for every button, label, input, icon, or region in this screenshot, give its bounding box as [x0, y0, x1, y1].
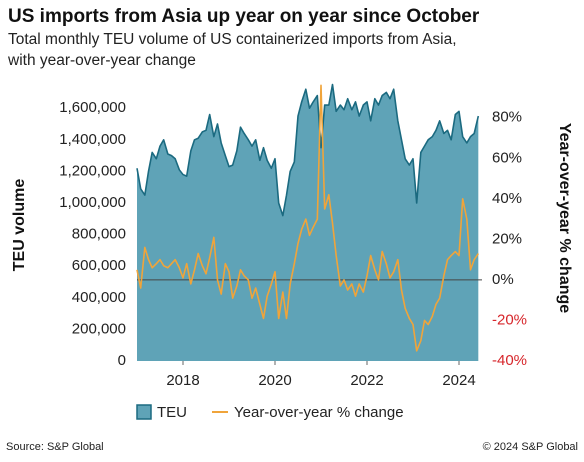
y2-tick-label: -40%	[492, 352, 527, 369]
teu-area	[137, 84, 479, 361]
y-axis-label: TEU volume	[11, 179, 28, 272]
y-tick-label: 1,400,000	[59, 131, 126, 148]
copyright: © 2024 S&P Global	[483, 441, 578, 453]
y2-tick-label: -20%	[492, 311, 527, 328]
y-tick-label: 1,600,000	[59, 99, 126, 116]
y2-tick-label: 40%	[492, 190, 522, 207]
x-tick-label: 2018	[166, 372, 199, 389]
legend-swatch	[136, 404, 152, 420]
x-tick-label: 2022	[350, 372, 383, 389]
y2-axis-label: Year-over-year % change	[556, 123, 573, 313]
x-tick-label: 2024	[442, 372, 475, 389]
chart-subtitle: Total monthly TEU volume of US container…	[8, 31, 457, 48]
y-tick-label: 400,000	[72, 289, 126, 306]
source: Source: S&P Global	[6, 441, 104, 453]
y-tick-label: 800,000	[72, 226, 126, 243]
y-tick-label: 1,000,000	[59, 194, 126, 211]
y-tick-label: 200,000	[72, 320, 126, 337]
legend-label: TEU	[157, 404, 187, 421]
y2-tick-label: 60%	[492, 149, 522, 166]
chart-title: US imports from Asia up year on year sin…	[8, 6, 480, 27]
y2-tick-label: 0%	[492, 271, 514, 288]
chart-subtitle: with year-over-year change	[7, 52, 196, 69]
y-tick-label: 600,000	[72, 257, 126, 274]
y2-tick-label: 20%	[492, 230, 522, 247]
y2-tick-label: 80%	[492, 109, 522, 126]
yoy-line	[136, 84, 479, 352]
y-tick-label: 1,200,000	[59, 162, 126, 179]
teu-edge	[136, 83, 480, 217]
y-tick-label: 0	[118, 352, 126, 369]
x-tick-label: 2020	[258, 372, 291, 389]
legend-label: Year-over-year % change	[234, 404, 404, 421]
